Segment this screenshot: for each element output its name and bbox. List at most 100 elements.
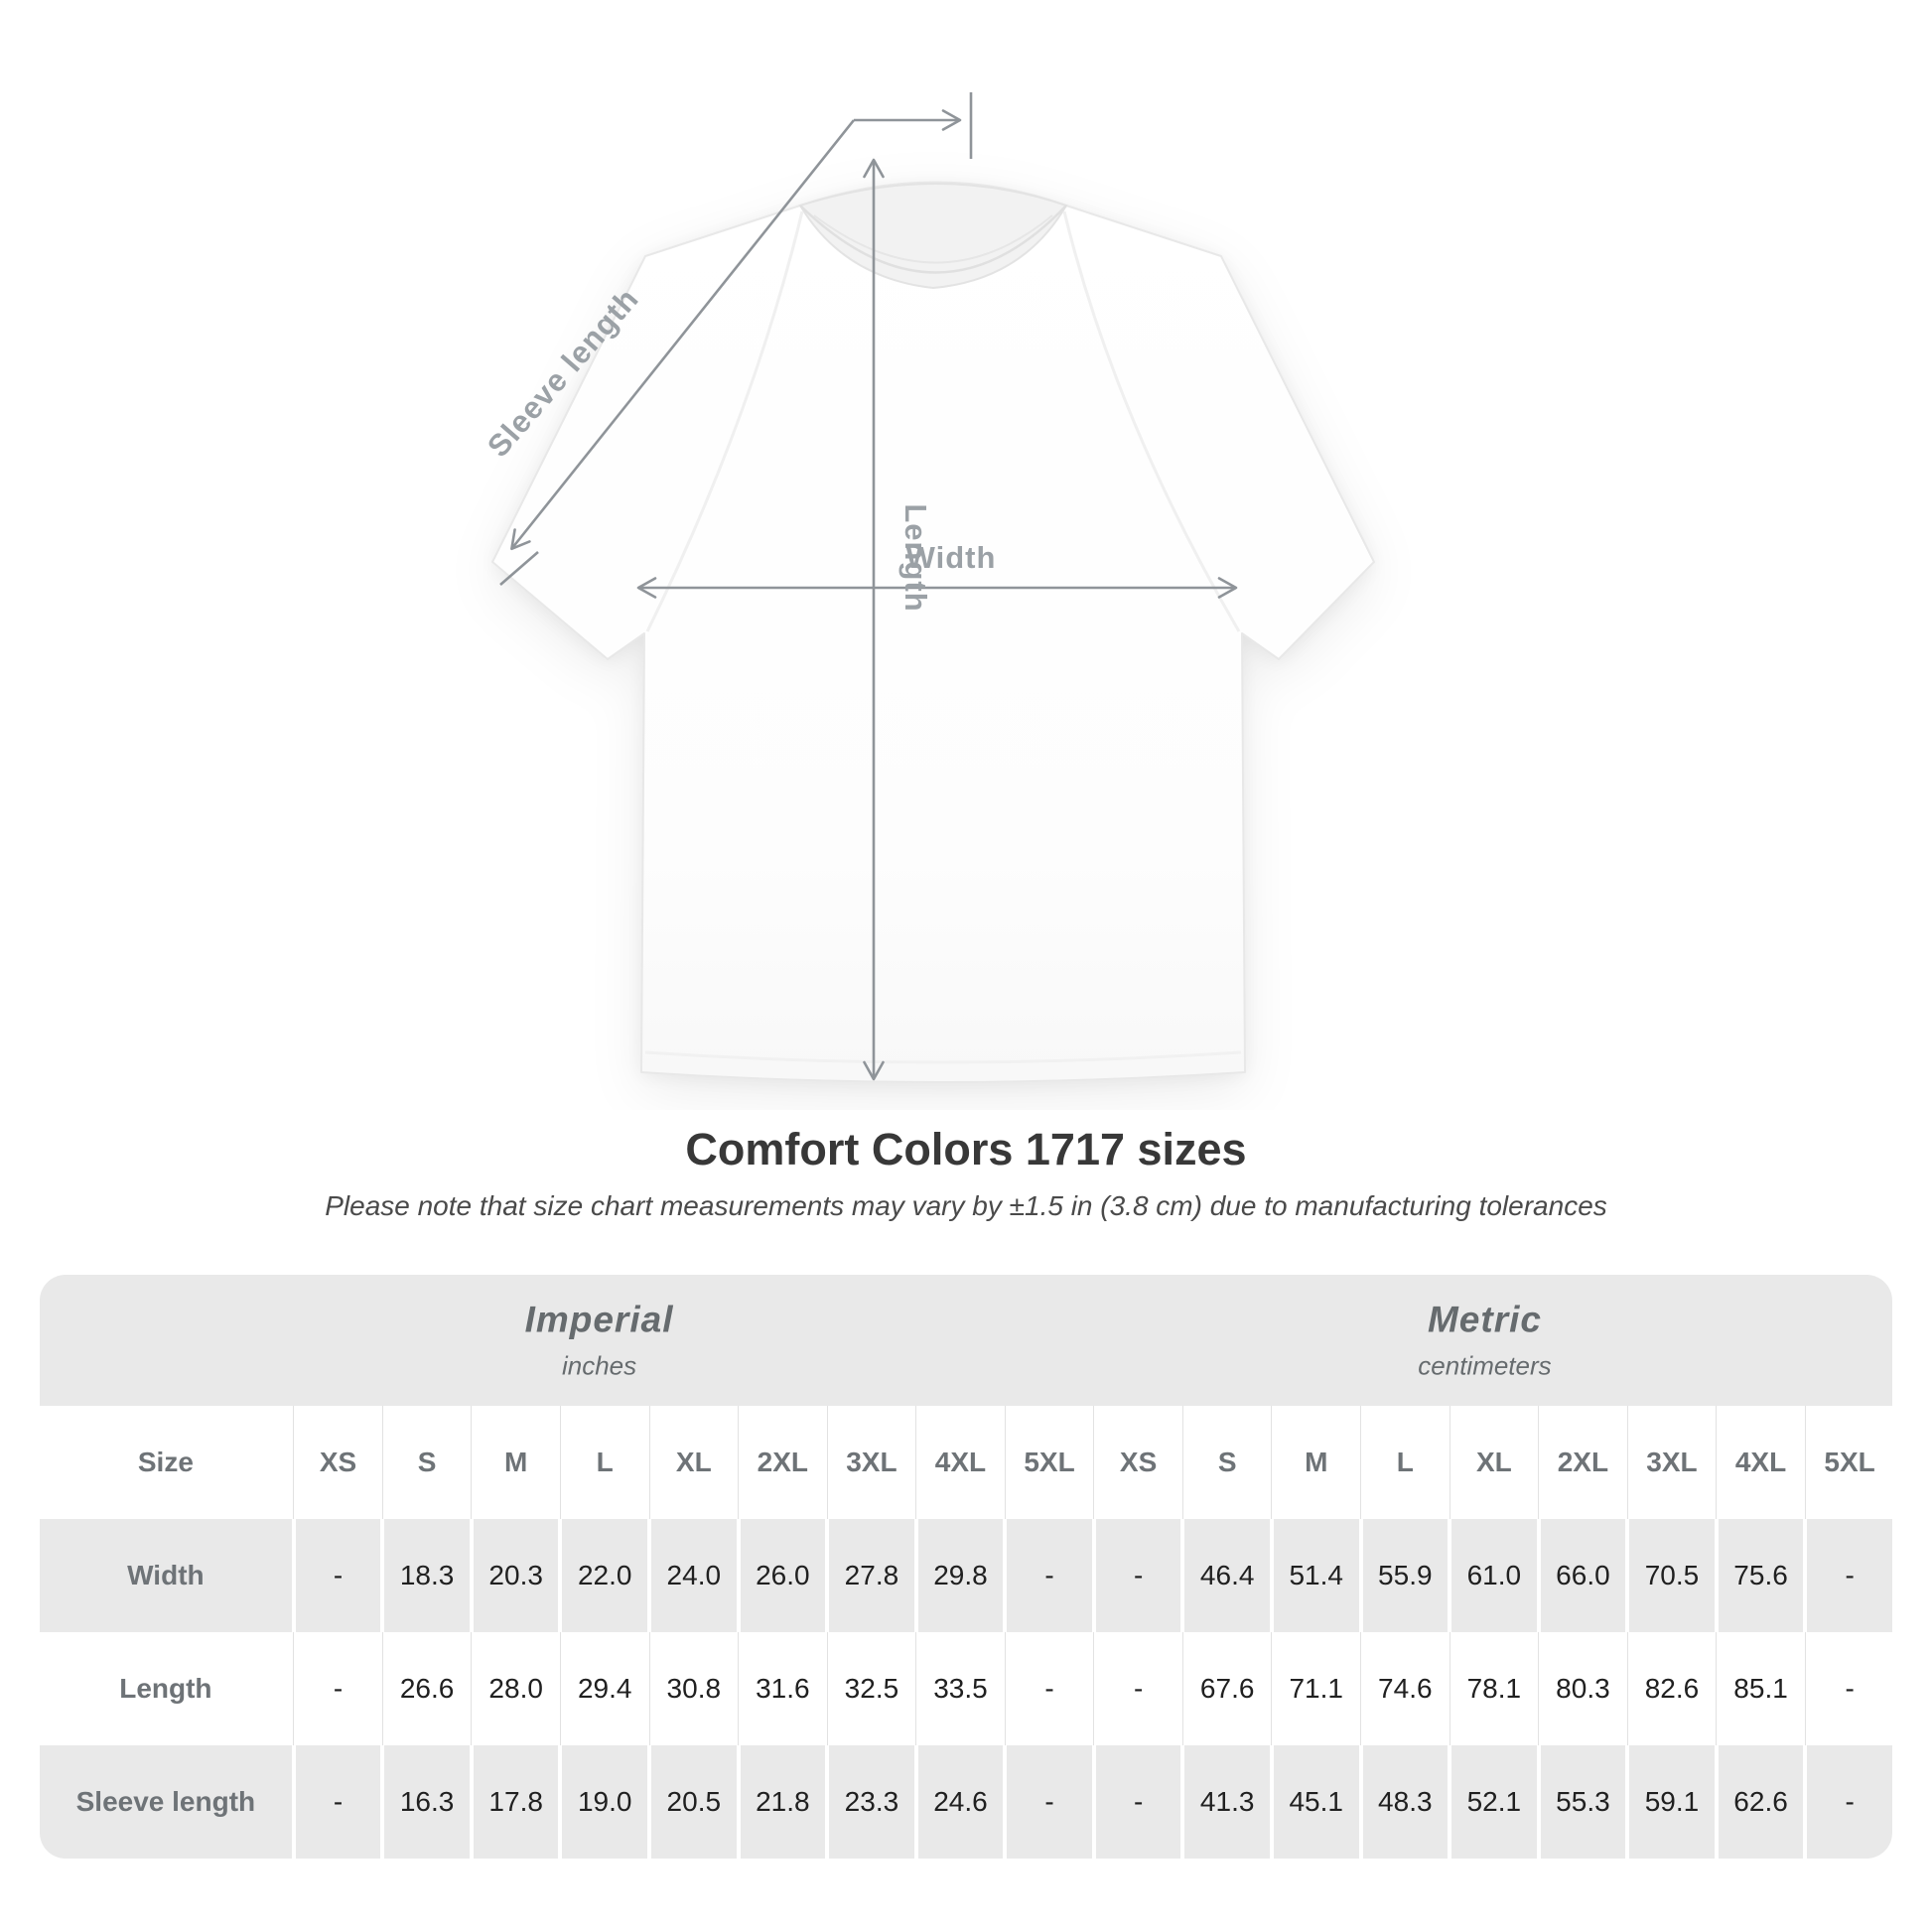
hem-seam <box>644 1050 1242 1064</box>
measurement-value-cell: 32.5 <box>826 1632 914 1745</box>
sleeve-arrow-diagonal <box>510 119 856 551</box>
measurement-value-cell: 20.3 <box>473 1519 559 1632</box>
measurement-value-cell: 55.3 <box>1540 1745 1626 1859</box>
metric-unit: centimeters <box>1418 1350 1552 1381</box>
measurement-value-cell: 30.8 <box>648 1632 737 1745</box>
measurement-value-cell: 33.5 <box>915 1632 1004 1745</box>
measurement-value-cell: 26.0 <box>740 1519 826 1632</box>
metric-heading: Metric <box>1427 1299 1542 1340</box>
size-header-cell: S <box>1181 1406 1270 1519</box>
unit-group-imperial: Imperial inches <box>525 1300 674 1382</box>
measurement-value-cell: - <box>1007 1745 1092 1859</box>
measurement-value-cell: 21.8 <box>740 1745 826 1859</box>
sleeve-arrow-sleeve-tick <box>499 551 539 586</box>
size-header-cell: XS <box>293 1406 381 1519</box>
title-block: Comfort Colors 1717 sizes Please note th… <box>0 1124 1932 1223</box>
measurement-value-cell: 55.9 <box>1362 1519 1449 1632</box>
size-header-cell: 4XL <box>1716 1406 1804 1519</box>
measurement-value-cell: 48.3 <box>1362 1745 1449 1859</box>
sleeve-length-value-cells: - 16.3 17.8 19.0 20.5 21.8 23.3 24.6 - -… <box>292 1745 1892 1859</box>
measurement-value-cell: 29.4 <box>559 1632 647 1745</box>
measurement-value-cell: - <box>293 1632 381 1745</box>
measurement-value-cell: - <box>1804 1632 1892 1745</box>
measurement-arrows <box>499 92 1238 1081</box>
page-title: Comfort Colors 1717 sizes <box>685 1124 1247 1174</box>
length-value-cells: - 26.6 28.0 29.4 30.8 31.6 32.5 33.5 - -… <box>292 1632 1892 1745</box>
measurement-value-cell: - <box>1095 1519 1181 1632</box>
right-armhole-seam <box>1062 210 1241 632</box>
size-header-cell: 5XL <box>1804 1406 1892 1519</box>
measurement-value-cell: - <box>1807 1519 1892 1632</box>
measurement-value-cell: 18.3 <box>384 1519 470 1632</box>
measurement-value-cell: 24.6 <box>917 1745 1004 1859</box>
size-column-header: Size <box>137 1447 194 1477</box>
size-header-cells: XS S M L XL 2XL 3XL 4XL 5XL XS S M <box>292 1406 1892 1519</box>
measurement-value-cell: 26.6 <box>381 1632 470 1745</box>
row-label-length: Length <box>119 1673 212 1704</box>
length-label: Length <box>898 503 933 612</box>
measurement-value-cell: 62.6 <box>1718 1745 1804 1859</box>
measurement-value-cell: - <box>1807 1745 1892 1859</box>
measurement-value-cell: - <box>1093 1632 1181 1745</box>
table-header-row: Size XS S M L XL 2XL 3XL 4XL 5XL XS <box>40 1406 1892 1519</box>
row-label-sleeve-length: Sleeve length <box>40 1745 292 1859</box>
size-header-cell: XL <box>1449 1406 1537 1519</box>
measurement-value-cell: 31.6 <box>738 1632 826 1745</box>
measurement-value-cell: 17.8 <box>473 1745 559 1859</box>
measurement-value-cell: 80.3 <box>1538 1632 1626 1745</box>
size-header-cell: XL <box>648 1406 737 1519</box>
measurement-value-cell: 71.1 <box>1271 1632 1359 1745</box>
measurement-value-cell: 52.1 <box>1451 1745 1537 1859</box>
measurement-value-cell: 29.8 <box>917 1519 1004 1632</box>
table-row-length: Length - 26.6 28.0 29.4 30.8 31.6 32.5 3… <box>40 1632 1892 1745</box>
width-label: Width <box>906 540 997 575</box>
measurement-value-cell: 66.0 <box>1540 1519 1626 1632</box>
measurement-value-cell: 51.4 <box>1273 1519 1359 1632</box>
measurement-value-cell: 45.1 <box>1273 1745 1359 1859</box>
size-header-cell: 2XL <box>1538 1406 1626 1519</box>
width-value-cells: - 18.3 20.3 22.0 24.0 26.0 27.8 29.8 - -… <box>292 1519 1892 1632</box>
size-header-cell: 4XL <box>915 1406 1004 1519</box>
measurement-value-cell: - <box>1095 1745 1181 1859</box>
size-header-cell: 3XL <box>1626 1406 1715 1519</box>
table-row-sleeve-length: Sleeve length - 16.3 17.8 19.0 20.5 21.8… <box>40 1745 1892 1859</box>
table-row-width: Width - 18.3 20.3 22.0 24.0 26.0 27.8 29… <box>40 1519 1892 1632</box>
tshirt-illustration: Sleeve length Length Width <box>481 92 1375 1083</box>
measurement-value-cell: 19.0 <box>562 1745 648 1859</box>
left-armhole-seam <box>645 210 804 632</box>
size-header-cell: S <box>381 1406 470 1519</box>
measurement-value-cell: 46.4 <box>1184 1519 1270 1632</box>
measurement-value-cell: 85.1 <box>1716 1632 1804 1745</box>
page-subtitle: Please note that size chart measurements… <box>325 1190 1607 1221</box>
size-header-cell: M <box>471 1406 559 1519</box>
unit-group-metric: Metric centimeters <box>1418 1300 1551 1382</box>
measurement-value-cell: 82.6 <box>1626 1632 1715 1745</box>
unit-band: Imperial inches Metric centimeters <box>40 1275 1892 1406</box>
measurement-value-cell: 27.8 <box>829 1519 914 1632</box>
measurement-value-cell: 59.1 <box>1629 1745 1715 1859</box>
measurement-value-cell: 75.6 <box>1718 1519 1804 1632</box>
collar-band-seam <box>813 214 1053 264</box>
measurement-value-cell: - <box>1007 1519 1092 1632</box>
measurement-value-cell: 61.0 <box>1451 1519 1537 1632</box>
measurement-value-cell: 24.0 <box>651 1519 737 1632</box>
size-header-cell: 3XL <box>826 1406 914 1519</box>
measurement-value-cell: 41.3 <box>1184 1745 1270 1859</box>
measurement-value-cell: - <box>295 1745 381 1859</box>
measurement-value-cell: 16.3 <box>384 1745 470 1859</box>
collar-front-edge <box>799 205 1067 274</box>
measurement-value-cell: 67.6 <box>1181 1632 1270 1745</box>
measurement-value-cell: 23.3 <box>829 1745 914 1859</box>
size-chart-table: Imperial inches Metric centimeters Size … <box>40 1275 1892 1859</box>
tshirt-measurement-diagram: Sleeve length Length Width <box>481 92 1375 1083</box>
measurement-value-cell: 28.0 <box>471 1632 559 1745</box>
imperial-unit: inches <box>561 1350 637 1381</box>
measurement-value-cell: 20.5 <box>651 1745 737 1859</box>
size-header-cell: L <box>559 1406 647 1519</box>
size-header-cell: XS <box>1093 1406 1181 1519</box>
measurement-value-cell: 74.6 <box>1360 1632 1449 1745</box>
measurement-value-cell: 22.0 <box>562 1519 648 1632</box>
row-label-width: Width <box>40 1519 292 1632</box>
measurement-value-cell: - <box>295 1519 381 1632</box>
size-header-cell: M <box>1271 1406 1359 1519</box>
